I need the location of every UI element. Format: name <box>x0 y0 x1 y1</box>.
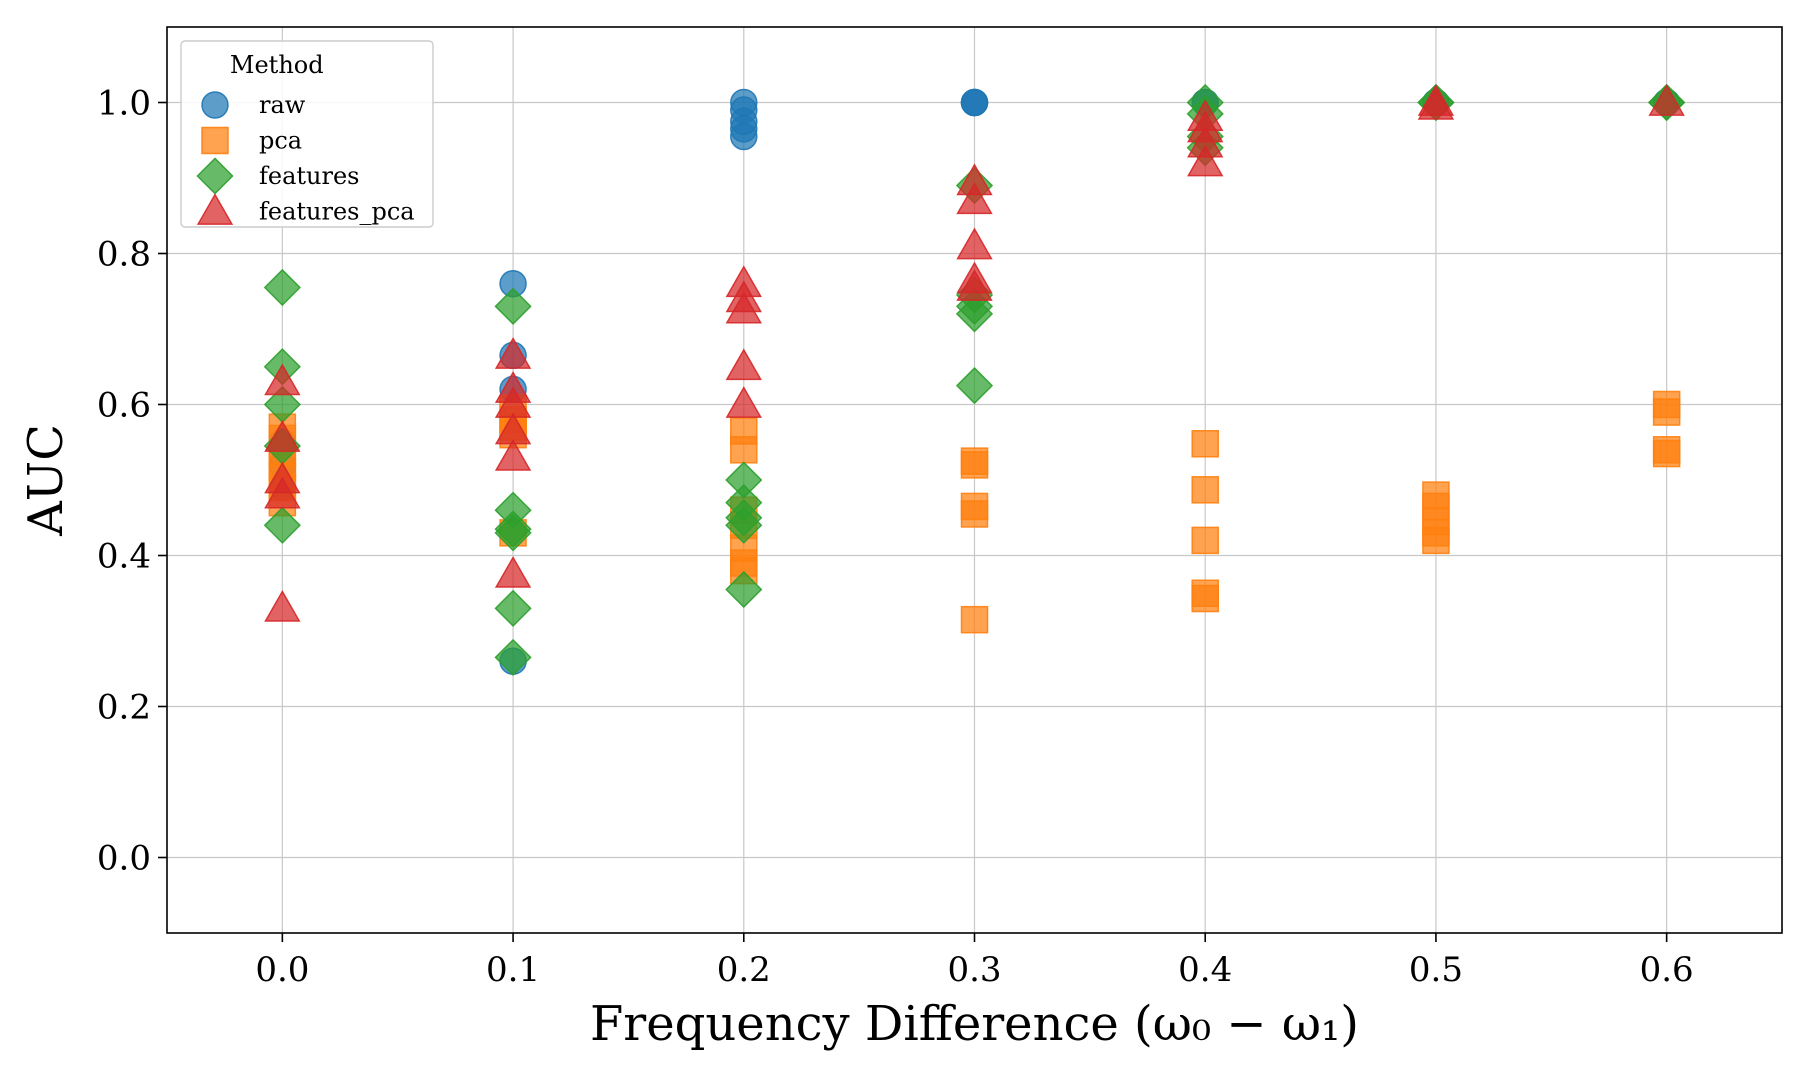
pca-point <box>1422 526 1450 555</box>
pca-point <box>960 451 989 479</box>
raw-point <box>730 122 758 151</box>
features_pca-point <box>956 269 993 301</box>
legend-label: raw <box>259 91 306 119</box>
pca-point <box>1652 439 1681 468</box>
pca-point <box>1191 526 1219 555</box>
features-point <box>263 268 301 307</box>
features-point <box>494 514 532 552</box>
pca-point <box>960 500 989 528</box>
features_pca-point <box>1187 144 1224 177</box>
legend-item-pca: pca <box>201 126 302 155</box>
legend-marker-features_pca <box>196 193 234 225</box>
legend-label: features <box>259 162 360 190</box>
features_pca-point <box>725 348 762 381</box>
features_pca-point <box>725 386 762 418</box>
legend-item-raw: raw <box>201 91 306 119</box>
features-point <box>725 570 763 609</box>
features_pca-point <box>264 476 301 509</box>
legend-marker-pca <box>201 126 229 155</box>
pca-point <box>1191 584 1219 613</box>
features-point <box>955 295 994 333</box>
series-features_pca <box>264 84 1685 622</box>
features_pca-point <box>725 291 762 324</box>
pca-point <box>730 436 758 464</box>
x-tick-label: 0.0 <box>255 950 309 990</box>
pca-point <box>960 605 989 634</box>
y-tick-label: 0.0 <box>97 839 151 879</box>
x-tick-label: 0.1 <box>486 950 540 990</box>
x-axis-ticks: 0.0 0.1 0.2 0.3 0.4 0.5 0.6 <box>255 933 1694 990</box>
features_pca-point <box>494 438 532 471</box>
features_pca-point <box>494 555 532 588</box>
x-axis-label: Frequency Difference (ω₀ − ω₁) <box>590 996 1359 1052</box>
legend: Method raw pca features features_pca <box>180 40 434 228</box>
pca-point <box>1652 398 1681 426</box>
legend-title: Method <box>230 51 324 79</box>
y-tick-label: 1.0 <box>97 84 151 124</box>
features_pca-point <box>264 420 301 452</box>
features-point <box>494 287 532 325</box>
legend-marker-raw <box>201 91 229 119</box>
legend-box <box>180 40 434 228</box>
y-tick-label: 0.8 <box>97 235 151 275</box>
features_pca-point <box>956 182 993 215</box>
raw-point <box>960 88 989 117</box>
features-point <box>955 367 994 405</box>
features-point <box>494 589 532 627</box>
y-axis-ticks: 0.0 0.2 0.4 0.6 0.8 1.0 <box>97 84 167 879</box>
legend-label: pca <box>259 127 302 155</box>
x-tick-label: 0.3 <box>947 950 1001 990</box>
legend-items: raw pca features features_pca <box>196 91 415 226</box>
features_pca-point <box>956 227 993 260</box>
features-point <box>725 506 763 544</box>
y-tick-label: 0.4 <box>97 537 151 577</box>
y-tick-label: 0.2 <box>97 688 151 728</box>
x-tick-label: 0.6 <box>1640 950 1694 990</box>
features-point <box>494 638 532 677</box>
features_pca-point <box>1417 87 1455 120</box>
features-point <box>263 506 301 544</box>
y-tick-label: 0.6 <box>97 386 151 426</box>
pca-point <box>1191 430 1219 458</box>
legend-label: features_pca <box>259 198 415 226</box>
features_pca-point <box>264 589 301 622</box>
legend-item-features_pca: features_pca <box>196 193 415 226</box>
features_pca-point <box>1648 84 1685 116</box>
x-tick-label: 0.2 <box>717 950 771 990</box>
data-points <box>263 83 1686 677</box>
y-axis-label: AUC <box>18 424 74 537</box>
x-tick-label: 0.5 <box>1409 950 1463 990</box>
x-tick-label: 0.4 <box>1178 950 1232 990</box>
pca-point <box>1191 476 1219 504</box>
features_pca-point <box>264 363 301 396</box>
features_pca-point <box>494 337 532 369</box>
